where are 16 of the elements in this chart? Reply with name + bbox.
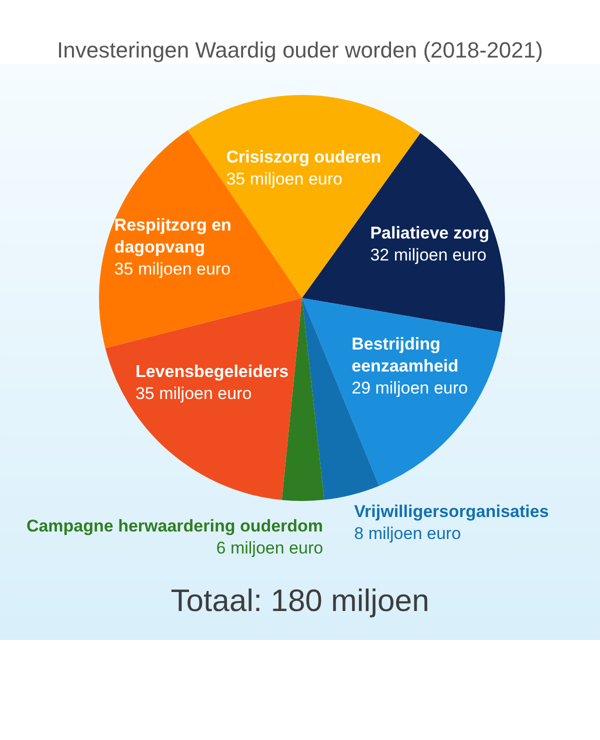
- slice-label: Respijtzorg en dagopvang: [114, 215, 232, 256]
- slice-label: Bestrijding eenzaamheid: [352, 334, 458, 376]
- data-label: 35 miljoen euro: [135, 384, 252, 403]
- slice-label: Campagne herwaardering ouderdom: [26, 516, 324, 536]
- slice-label: Vrijwilligersorganisaties: [354, 502, 549, 522]
- slice-label: Levensbegeleiders: [135, 362, 289, 381]
- slice-label: Crisiszorg ouderen: [226, 148, 382, 167]
- data-label: 29 miljoen euro: [352, 378, 468, 398]
- data-label: 35 miljoen euro: [226, 170, 342, 189]
- data-label: 6 miljoen euro: [216, 538, 324, 558]
- data-label: 32 miljoen euro: [370, 245, 486, 264]
- data-label: 35 miljoen euro: [114, 259, 231, 278]
- data-label: 8 miljoen euro: [354, 524, 461, 544]
- slice-label: Paliatieve zorg: [370, 223, 490, 242]
- text: Totaal: 180 miljoen: [170, 583, 430, 618]
- chart-title: Investeringen Waardig ouder worden (2018-2021): [57, 38, 543, 62]
